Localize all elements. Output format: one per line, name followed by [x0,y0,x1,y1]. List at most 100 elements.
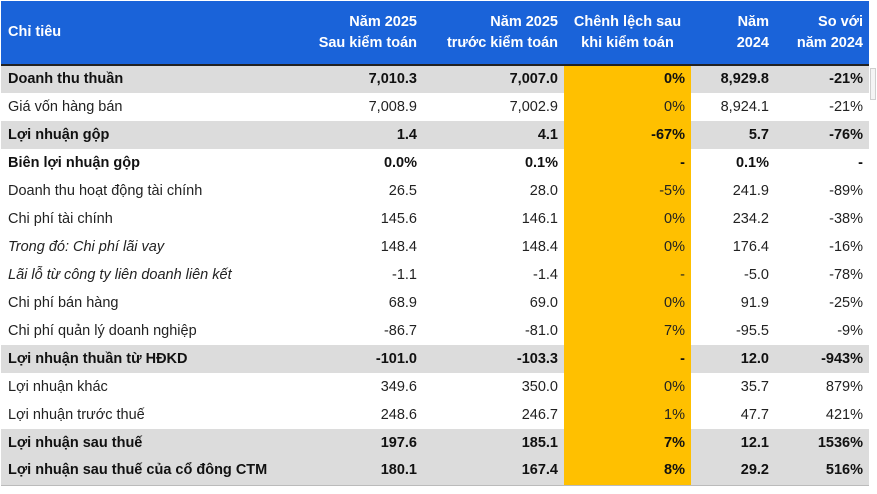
table-row: Doanh thu thuần 7,010.3 7,007.0 0% 8,929.8 -2… [1,65,869,93]
cell-audit-difference: - [564,261,691,289]
cell-2025-audited: 349.6 [380,378,417,395]
cell-vs-2024: -21% [829,98,863,115]
cell-indicator: Lợi nhuận khác [8,378,108,395]
cell-2025-audited: -1.1 [392,266,417,283]
table-row: Lợi nhuận khác 349.6 350.0 0% 35.7 879% [1,373,869,401]
cell-2024: -5.0 [744,266,769,283]
cell-indicator: Lợi nhuận sau thuế [1,429,301,457]
header-2025-pre-audit: Năm 2025 trước kiểm toán [423,1,564,65]
cell-vs-2024: -89% [829,182,863,199]
cell-2024: 12.1 [691,429,775,457]
cell-2025-audited: 7,008.9 [368,98,417,115]
header-2024: Năm 2024 [691,1,775,65]
cell-audit-difference: 1% [564,401,691,429]
cell-vs-2024: -16% [829,238,863,255]
table-row: Biên lợi nhuận gộp 0.0% 0.1% -0.1% - [1,149,869,177]
header-indicator: Chỉ tiêu [1,1,301,65]
table-row: Lợi nhuận gộp 1.4 4.1 -67% 5.7 -76% [1,121,869,149]
header-vs-2024: So với năm 2024 [775,1,869,65]
cell-audit-difference: -5% [564,177,691,205]
cell-2025-pre-audit: 185.1 [423,429,564,457]
cell-vs-2024: 1536% [775,429,869,457]
cell-2024: 5.7 [691,121,775,149]
cell-2025-pre-audit: 246.7 [521,406,558,423]
table-row: Lợi nhuận thuần từ HĐKD -101.0 -103.3-12.0… [1,345,869,373]
cell-audit-difference: 8% [564,457,691,485]
cell-2024: -95.5 [735,322,769,339]
cell-2025-pre-audit: -1.4 [533,266,558,283]
cell-audit-difference: - [564,149,691,177]
cell-2025-audited: 26.5 [388,182,417,199]
cell-2024: 8,929.8 [691,65,775,93]
cell-2024: 176.4 [732,238,769,255]
cell-audit-difference: 0% [564,93,691,121]
cell-2025-audited: 68.9 [388,294,417,311]
table-row: Doanh thu hoạt động tài chính 26.5 28.0 -5%… [1,177,869,205]
cell-audit-difference: 0% [564,373,691,401]
scroll-edge-marker [870,68,876,100]
cell-vs-2024: -25% [829,294,863,311]
financial-results-table: Chỉ tiêu Năm 2025 Sau kiểm toán Năm 2025… [1,1,869,486]
cell-audit-difference: 7% [564,317,691,345]
cell-2024: 12.0 [691,345,775,373]
header-2025-audited: Năm 2025 Sau kiểm toán [301,1,423,65]
cell-2024: 47.7 [740,406,769,423]
cell-2024: 91.9 [740,294,769,311]
cell-vs-2024: - [858,154,863,171]
cell-indicator: Chi phí tài chính [8,210,113,227]
cell-audit-difference: 0% [564,65,691,93]
cell-2025-pre-audit: 7,002.9 [509,98,558,115]
cell-vs-2024: 516% [775,457,869,485]
cell-audit-difference: 0% [564,233,691,261]
cell-2024: 241.9 [732,182,769,199]
table-row: Chi phí bán hàng 68.9 69.0 0% 91.9 -25% [1,289,869,317]
cell-indicator: Biên lợi nhuận gộp [8,154,140,171]
cell-2025-audited: 180.1 [301,457,423,485]
table-row: Chi phí quản lý doanh nghiệp -86.7 -81.0 7%… [1,317,869,345]
cell-vs-2024: 879% [825,378,863,395]
cell-indicator: Doanh thu hoạt động tài chính [8,182,203,199]
cell-audit-difference: 7% [564,429,691,457]
cell-indicator: Giá vốn hàng bán [8,98,123,115]
cell-2025-audited: 248.6 [380,406,417,423]
cell-indicator: Doanh thu thuần [1,65,301,93]
cell-2025-audited: 1.4 [301,121,423,149]
cell-vs-2024: -76% [775,121,869,149]
cell-2025-audited: -86.7 [383,322,417,339]
cell-indicator: Lợi nhuận thuần từ HĐKD [1,345,301,373]
table-row: Lợi nhuận trước thuế 248.6 246.7 1% 47.7 421% [1,401,869,429]
cell-2025-audited: 197.6 [301,429,423,457]
cell-vs-2024: -78% [829,266,863,283]
cell-indicator: Lãi lỗ từ công ty liên doanh liên kết [8,266,232,283]
cell-2025-pre-audit: -81.0 [524,322,558,339]
cell-2025-audited: -101.0 [301,345,423,373]
table-row: Chi phí tài chính 145.6 146.1 0% 234.2 -38% [1,205,869,233]
table-row: Trong đó: Chi phí lãi vay 148.4 148.4 0% 176… [1,233,869,261]
cell-2024: 234.2 [732,210,769,227]
cell-2025-audited: 7,010.3 [301,65,423,93]
cell-audit-difference: 0% [564,289,691,317]
cell-indicator: Lợi nhuận sau thuế của cổ đông CTM [1,457,301,485]
cell-2025-audited: 0.0% [383,154,417,171]
table-row: Lãi lỗ từ công ty liên doanh liên kết -1.… [1,261,869,289]
cell-2024: 8,924.1 [720,98,769,115]
cell-indicator: Chi phí bán hàng [8,294,119,311]
cell-indicator: Trong đó: Chi phí lãi vay [8,238,165,255]
cell-audit-difference: -67% [564,121,691,149]
cell-2024: 29.2 [691,457,775,485]
cell-audit-difference: 0% [564,205,691,233]
cell-audit-difference: - [564,345,691,373]
cell-2025-pre-audit: 7,007.0 [423,65,564,93]
cell-2024: 35.7 [740,378,769,395]
header-audit-difference: Chênh lệch sau khi kiểm toán [564,1,691,65]
table-row: Lợi nhuận sau thuế 197.6 185.1 7% 12.1 1536% [1,429,869,457]
cell-vs-2024: -943% [775,345,869,373]
cell-vs-2024: -9% [837,322,863,339]
cell-2025-pre-audit: 0.1% [524,154,558,171]
cell-indicator: Lợi nhuận trước thuế [8,406,145,423]
table-row: Lợi nhuận sau thuế của cổ đông CTM 180.1 1… [1,457,869,485]
cell-indicator: Lợi nhuận gộp [1,121,301,149]
cell-2025-pre-audit: -103.3 [423,345,564,373]
cell-vs-2024: -38% [829,210,863,227]
